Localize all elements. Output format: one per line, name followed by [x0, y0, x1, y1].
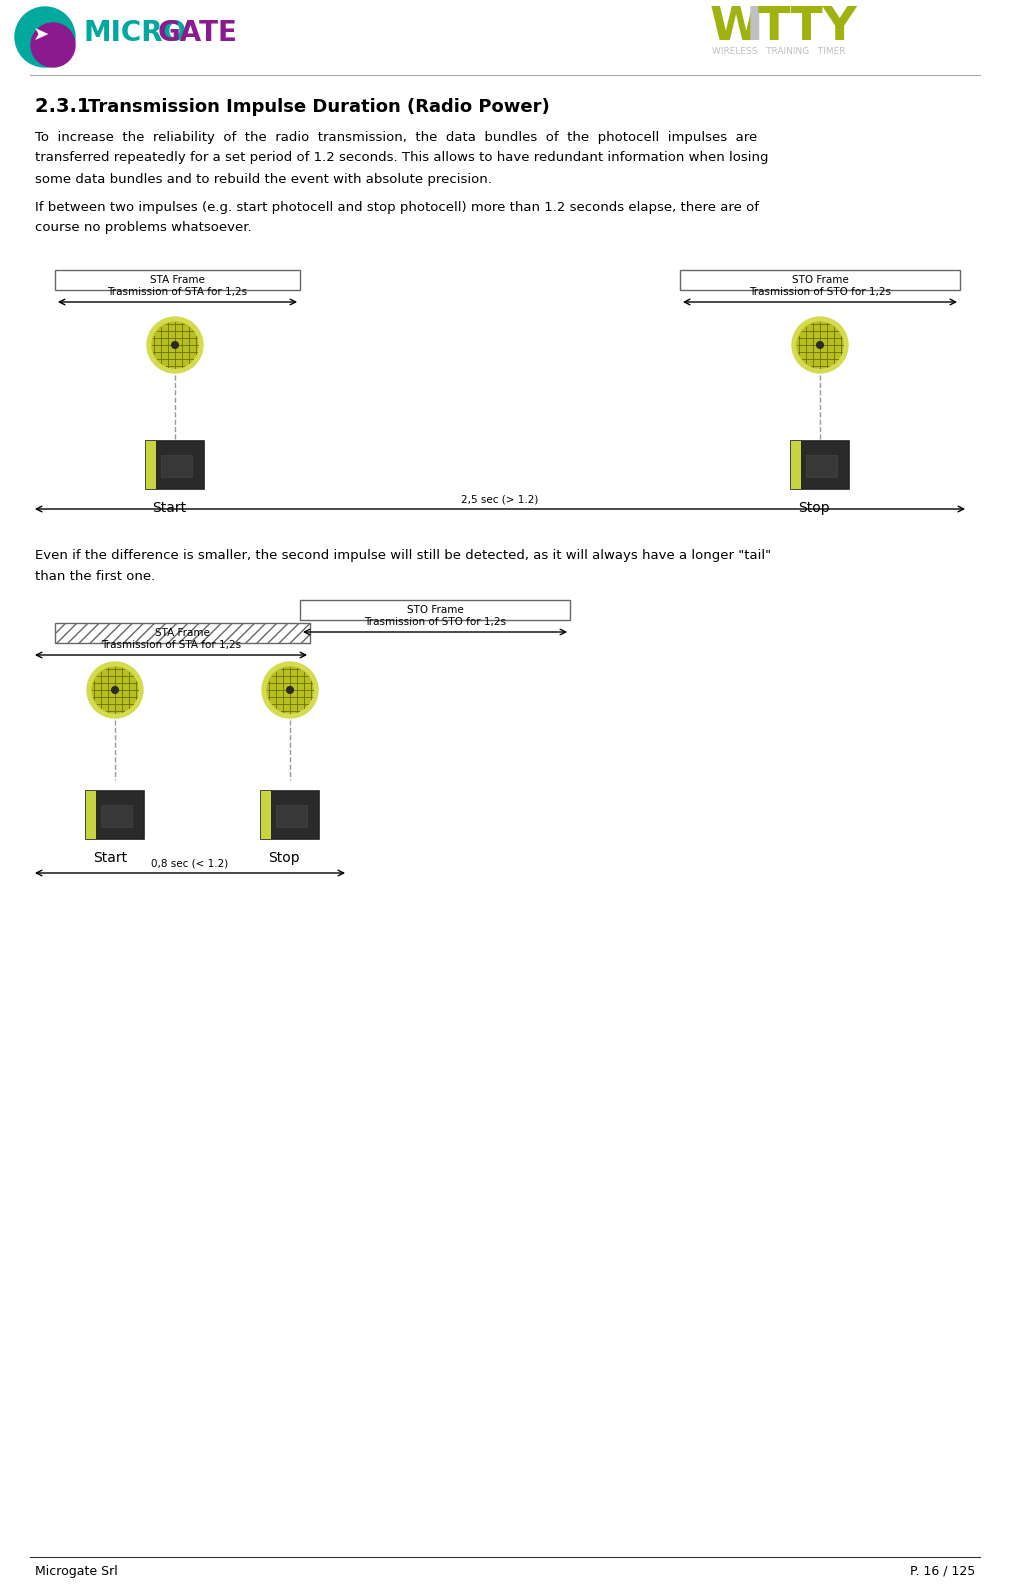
Text: Trasmission of STA for 1,2s: Trasmission of STA for 1,2s [101, 640, 241, 650]
Text: Start: Start [152, 501, 186, 515]
Text: WIRELESS   TRAINING   TIMER: WIRELESS TRAINING TIMER [712, 46, 845, 55]
Circle shape [817, 342, 823, 349]
Circle shape [287, 686, 293, 693]
Bar [86, 791, 96, 838]
Circle shape [112, 686, 118, 693]
Text: than the first one.: than the first one. [35, 569, 156, 583]
Circle shape [31, 24, 75, 67]
Text: Stop: Stop [798, 501, 829, 515]
Text: Trasmission of STO for 1,2s: Trasmission of STO for 1,2s [364, 617, 506, 628]
Text: STA Frame: STA Frame [156, 628, 210, 639]
Text: ➤: ➤ [32, 25, 49, 44]
Bar [101, 805, 132, 827]
Text: Transmission Impulse Duration (Radio Power): Transmission Impulse Duration (Radio Pow… [88, 98, 549, 116]
Bar [791, 441, 849, 490]
Text: transferred repeatedly for a set period of 1.2 seconds. This allows to have redu: transferred repeatedly for a set period … [35, 152, 769, 165]
Bar [161, 455, 192, 477]
Circle shape [172, 342, 179, 349]
Text: Start: Start [93, 851, 127, 865]
Text: TTY: TTY [758, 5, 857, 49]
Circle shape [792, 317, 848, 372]
Bar [261, 791, 319, 838]
Bar [680, 269, 960, 290]
Circle shape [267, 667, 313, 713]
Text: I: I [746, 5, 764, 49]
Text: If between two impulses (e.g. start photocell and stop photocell) more than 1.2 : If between two impulses (e.g. start phot… [35, 200, 759, 214]
Circle shape [262, 663, 318, 718]
Text: 2,5 sec (> 1.2): 2,5 sec (> 1.2) [462, 495, 538, 504]
Bar [146, 441, 157, 490]
Text: GATE: GATE [158, 19, 238, 48]
Text: 2.3.1: 2.3.1 [35, 98, 104, 117]
Text: some data bundles and to rebuild the event with absolute precision.: some data bundles and to rebuild the eve… [35, 173, 492, 185]
Text: STO Frame: STO Frame [792, 276, 848, 285]
Text: STA Frame: STA Frame [150, 276, 205, 285]
Text: 0,8 sec (< 1.2): 0,8 sec (< 1.2) [152, 857, 228, 869]
Circle shape [92, 667, 138, 713]
Bar [276, 805, 307, 827]
Text: Even if the difference is smaller, the second impulse will still be detected, as: Even if the difference is smaller, the s… [35, 548, 771, 561]
Text: Trasmission of STO for 1,2s: Trasmission of STO for 1,2s [749, 287, 891, 296]
Bar [300, 601, 570, 620]
Circle shape [797, 322, 843, 368]
Circle shape [153, 322, 198, 368]
Text: P. 16 / 125: P. 16 / 125 [910, 1564, 975, 1577]
Text: Stop: Stop [268, 851, 300, 865]
Text: W: W [710, 5, 763, 49]
Text: MICRO: MICRO [83, 19, 186, 48]
Text: course no problems whatsoever.: course no problems whatsoever. [35, 222, 251, 235]
Text: Microgate Srl: Microgate Srl [35, 1564, 118, 1577]
Circle shape [87, 663, 143, 718]
Bar [261, 791, 272, 838]
Bar [146, 441, 204, 490]
Bar [791, 441, 802, 490]
Bar [55, 269, 300, 290]
Bar [55, 623, 310, 644]
Text: STO Frame: STO Frame [407, 605, 464, 615]
Text: To  increase  the  reliability  of  the  radio  transmission,  the  data  bundle: To increase the reliability of the radio… [35, 130, 758, 144]
Bar [806, 455, 837, 477]
Text: Trasmission of STA for 1,2s: Trasmission of STA for 1,2s [107, 287, 247, 296]
Circle shape [15, 6, 75, 67]
Circle shape [147, 317, 203, 372]
Bar [86, 791, 144, 838]
